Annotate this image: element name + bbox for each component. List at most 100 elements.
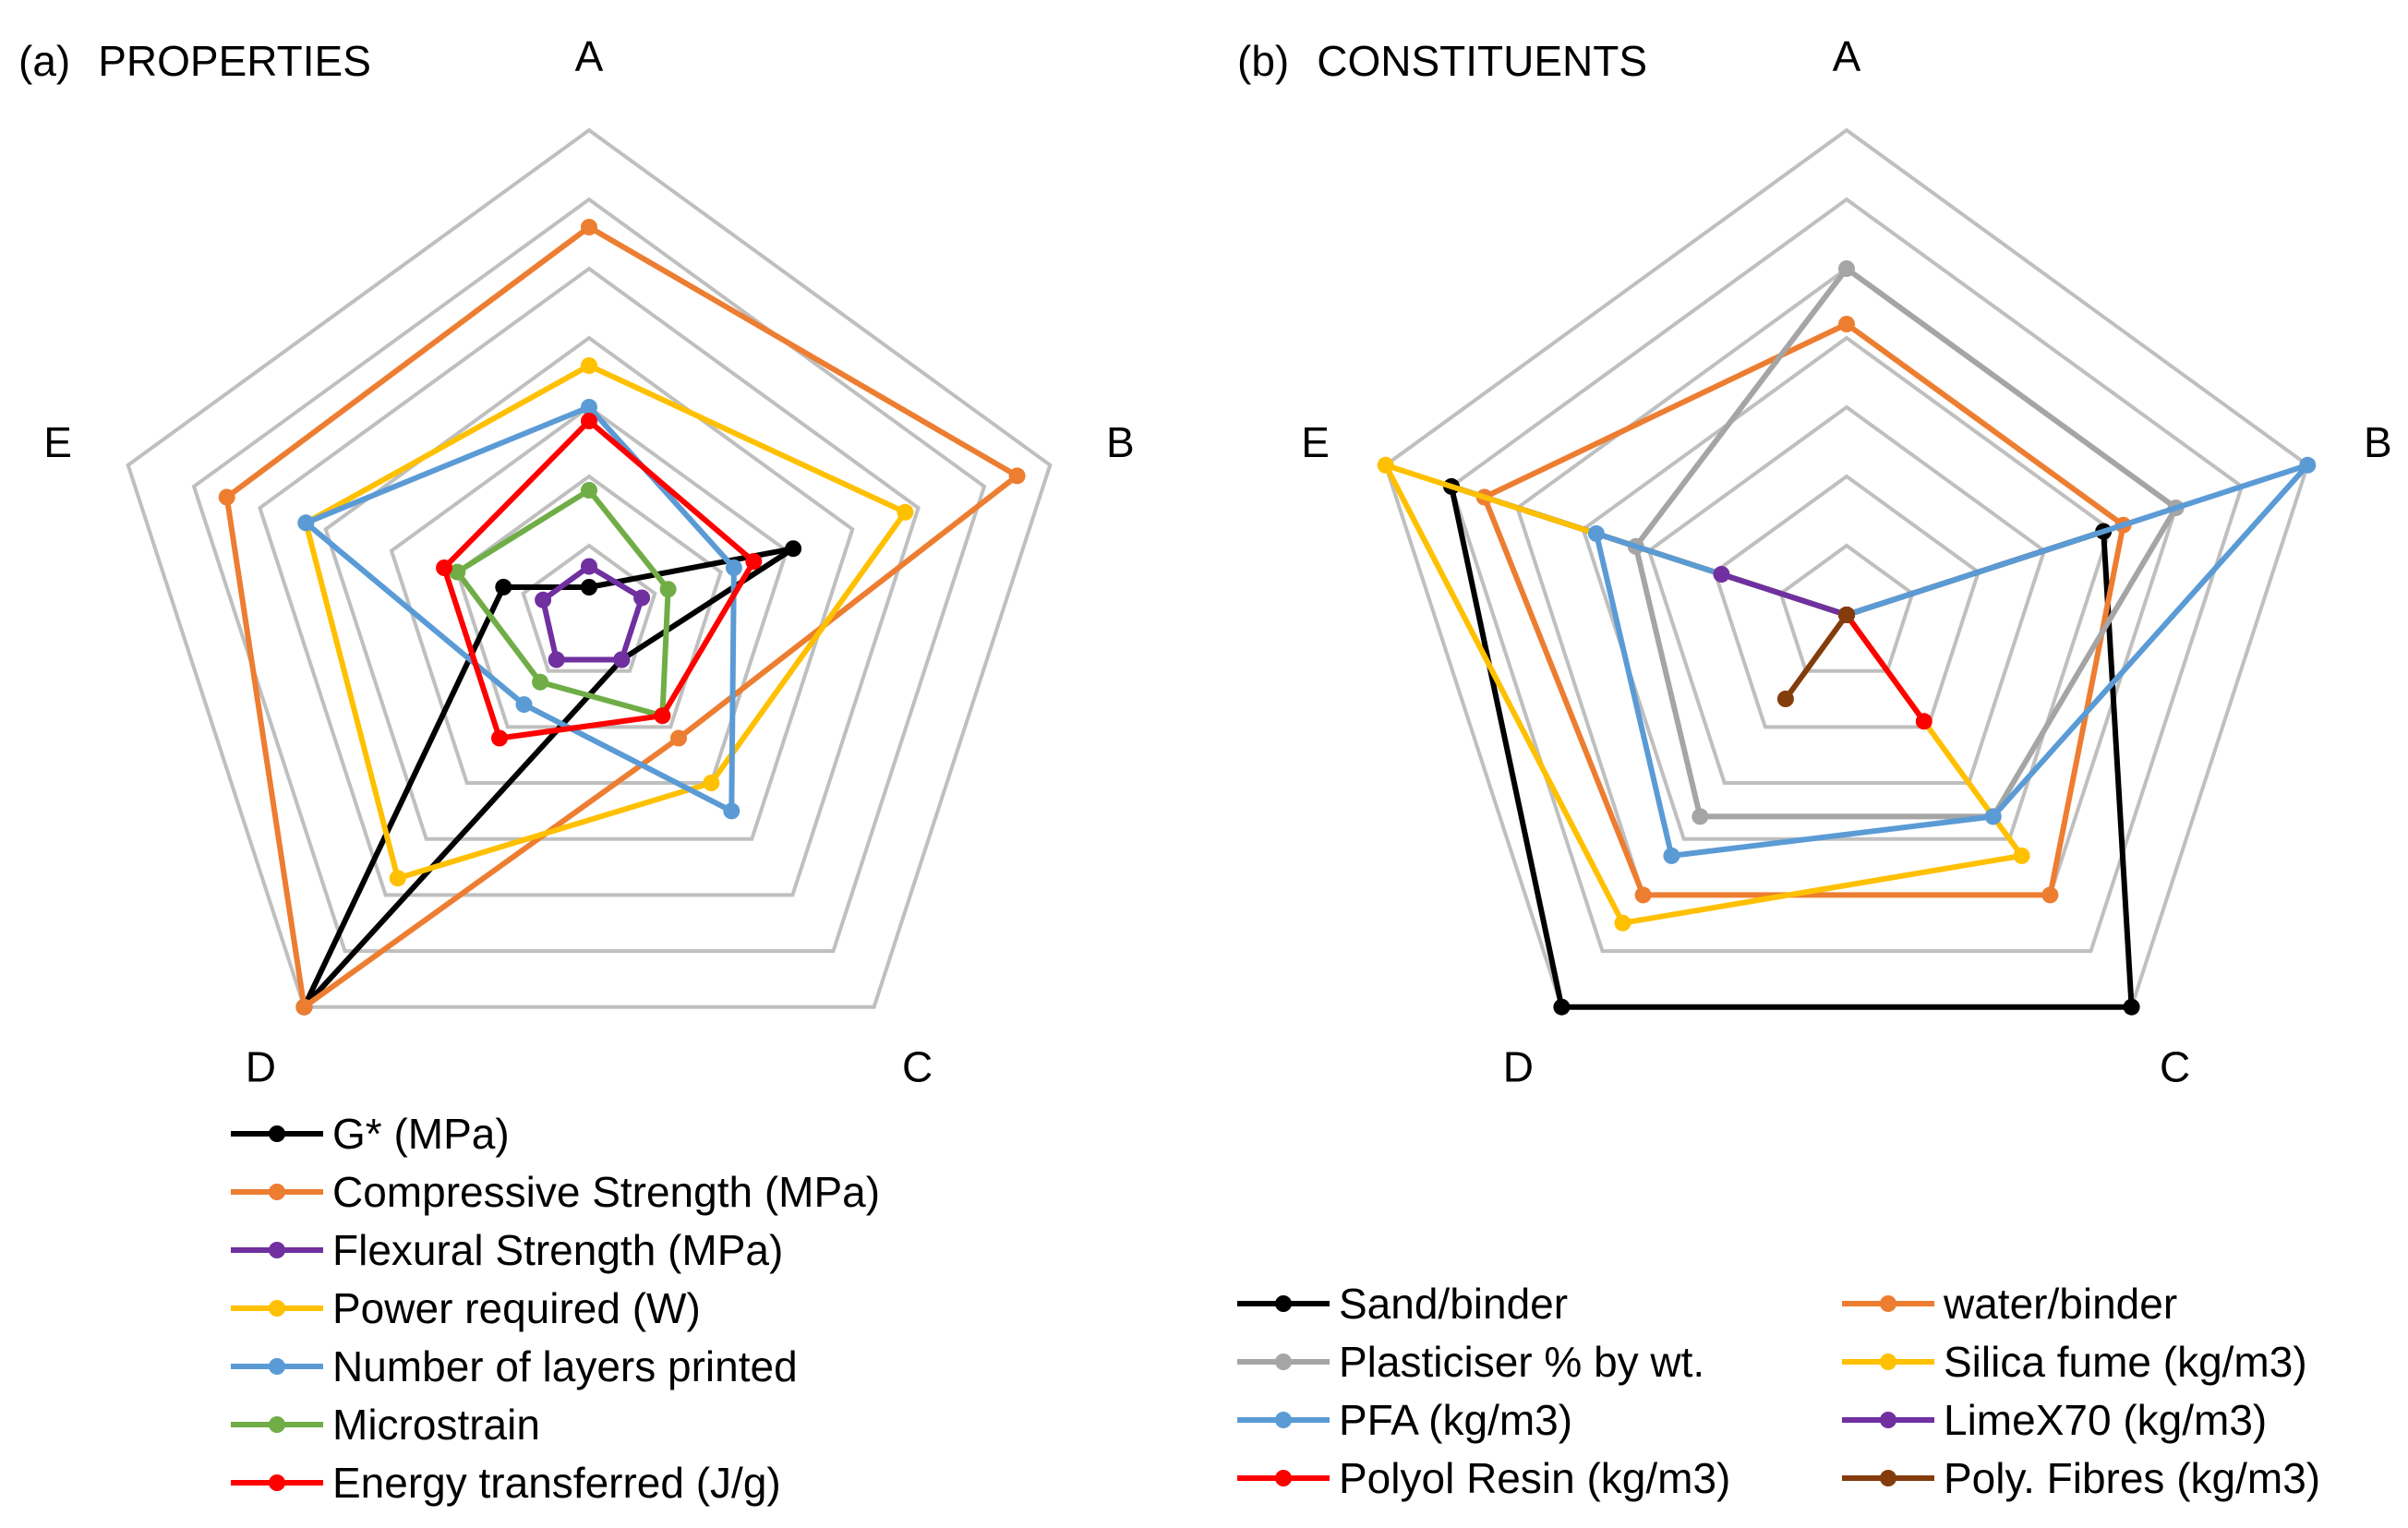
- series-2: [535, 558, 651, 668]
- legend-swatch-marker: [269, 1358, 285, 1375]
- legend-swatch-marker: [1880, 1470, 1896, 1486]
- data-point: [703, 775, 720, 791]
- data-point: [1713, 566, 1730, 583]
- data-point: [1634, 886, 1652, 904]
- legend-swatch-marker: [1275, 1470, 1292, 1486]
- data-point: [495, 578, 512, 596]
- panel-b-name: CONSTITUENTS: [1317, 37, 1647, 85]
- grid-ring-1: [1778, 543, 1915, 673]
- legend-label: LimeX70 (kg/m3): [1944, 1396, 2267, 1444]
- legend-item: Plasticiser % by wt.: [1237, 1338, 1704, 1386]
- radar-series-b: [1377, 260, 2317, 1016]
- data-point: [1915, 713, 1932, 730]
- series-6: [436, 413, 763, 747]
- legend-b: Sand/binder water/binder Plasticiser % by …: [1237, 1280, 2320, 1502]
- radar-axis-labels-a: A B C D E: [43, 32, 1134, 1091]
- legend-label: Power required (W): [332, 1284, 701, 1332]
- radar-grid-a: [126, 127, 1053, 1009]
- series-line: [1593, 462, 2311, 859]
- legend-label: Plasticiser % by wt.: [1339, 1338, 1704, 1386]
- legend-item: Number of layers printed: [231, 1342, 798, 1390]
- series-1: [1475, 316, 2132, 904]
- legend-label: Flexural Strength (MPa): [332, 1226, 783, 1274]
- data-point: [654, 707, 671, 725]
- grid-ring-2: [1712, 474, 1981, 729]
- data-point: [297, 514, 315, 532]
- data-point: [897, 503, 914, 521]
- series-3: [1377, 456, 2030, 932]
- legend-swatch-marker: [1880, 1354, 1896, 1370]
- legend-item: LimeX70 (kg/m3): [1842, 1396, 2267, 1444]
- legend-swatch-marker: [269, 1242, 285, 1258]
- legend-label: water/binder: [1943, 1280, 2177, 1328]
- legend-swatch-marker: [269, 1184, 285, 1200]
- grid-ring-6: [1449, 197, 2245, 954]
- series-line: [454, 487, 671, 719]
- legend-item: Sand/binder: [1237, 1280, 1568, 1328]
- data-point: [1838, 607, 1855, 623]
- data-point: [1838, 260, 1855, 277]
- series-3: [297, 357, 914, 887]
- data-point: [2041, 886, 2059, 904]
- legend-label: Sand/binder: [1339, 1280, 1568, 1328]
- legend-item: Poly. Fibres (kg/m3): [1842, 1454, 2320, 1502]
- legend-item: Compressive Strength (MPa): [231, 1168, 880, 1216]
- data-point: [218, 488, 235, 506]
- legend-swatch-marker: [269, 1300, 285, 1317]
- series-5: [1713, 566, 1855, 623]
- grid-ring-5: [1515, 266, 2178, 897]
- grid-ring-4: [1581, 335, 2113, 841]
- series-line: [441, 418, 757, 741]
- series-line: [303, 404, 737, 814]
- data-point: [449, 563, 466, 581]
- legend-label: Poly. Fibres (kg/m3): [1944, 1454, 2320, 1502]
- data-point: [633, 589, 651, 607]
- data-point: [581, 399, 597, 415]
- legend-label: PFA (kg/m3): [1339, 1396, 1572, 1444]
- legend-item: Energy transferred (J/g): [231, 1459, 781, 1507]
- grid-ring-3: [1646, 404, 2047, 785]
- data-point: [295, 998, 313, 1016]
- legend-swatch-marker: [1880, 1412, 1896, 1428]
- legend-item: water/binder: [1842, 1280, 2177, 1328]
- data-point: [548, 651, 565, 668]
- legend-swatch-marker: [1275, 1295, 1292, 1312]
- legend-label: Polyol Resin (kg/m3): [1339, 1454, 1730, 1502]
- data-point: [535, 591, 552, 608]
- legend-label: Compressive Strength (MPa): [332, 1168, 880, 1216]
- legend-item: Silica fume (kg/m3): [1842, 1338, 2307, 1386]
- data-point: [581, 579, 597, 596]
- legend-label: G* (MPa): [332, 1110, 510, 1158]
- series-6: [1838, 607, 1932, 730]
- radar-series-a: [218, 219, 1026, 1016]
- data-point: [532, 673, 549, 691]
- data-point: [436, 559, 453, 576]
- data-point: [491, 729, 508, 747]
- data-point: [581, 219, 597, 235]
- data-point: [1553, 998, 1571, 1016]
- axis-label-a: A: [575, 32, 604, 80]
- data-point: [2013, 847, 2030, 864]
- series-4: [297, 399, 742, 820]
- legend-item: PFA (kg/m3): [1237, 1396, 1572, 1444]
- legend-item: Polyol Resin (kg/m3): [1237, 1454, 1730, 1502]
- grid-ring-5: [258, 266, 921, 897]
- grid-ring-3: [389, 404, 789, 785]
- radar-grid-b: [1383, 127, 2310, 1009]
- data-point: [2299, 456, 2317, 474]
- panel-a-title: (a) PROPERTIES: [18, 37, 371, 85]
- legend-item: Flexural Strength (MPa): [231, 1226, 783, 1274]
- data-point: [613, 651, 631, 668]
- legend-swatch-marker: [1275, 1354, 1292, 1370]
- series-line: [540, 563, 645, 663]
- legend-item: G* (MPa): [231, 1110, 510, 1158]
- legend-label: Number of layers printed: [332, 1342, 798, 1390]
- data-point: [2123, 998, 2140, 1016]
- panel-b-title: (b) CONSTITUENTS: [1237, 37, 1647, 85]
- data-point: [745, 553, 763, 571]
- data-point: [723, 802, 740, 820]
- data-point: [1984, 808, 2002, 825]
- axis-label-c: C: [2160, 1043, 2190, 1091]
- legend-label: Silica fume (kg/m3): [1944, 1338, 2307, 1386]
- data-point: [1587, 524, 1605, 542]
